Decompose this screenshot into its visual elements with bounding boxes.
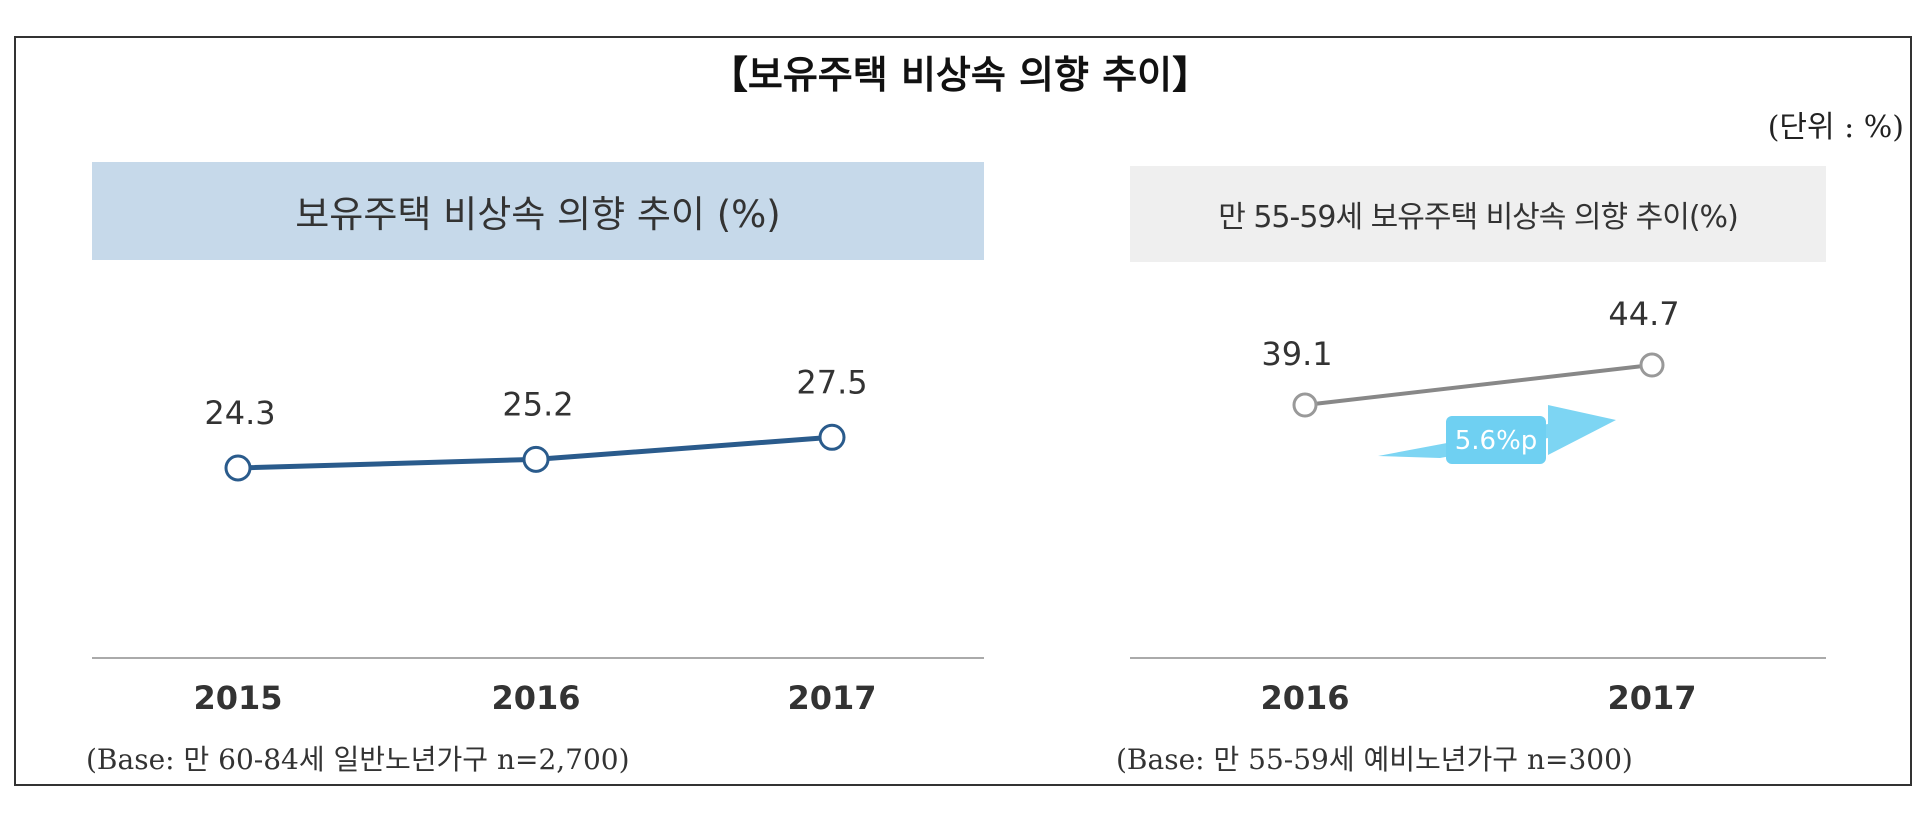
figure-title: 【보유주택 비상속 의향 추이】 <box>709 52 1211 97</box>
left-x-tick-label: 2016 <box>491 679 580 717</box>
growth-arrow-icon <box>1378 405 1616 458</box>
annotation-label: 5.6%p <box>1455 426 1538 456</box>
right-series-line <box>1304 363 1653 407</box>
right-data-label: 44.7 <box>1608 295 1679 333</box>
left-data-label: 24.3 <box>204 394 275 432</box>
unit-label: (단위 : %) <box>1767 110 1904 145</box>
left-data-label: 25.2 <box>502 385 573 423</box>
annotation-badge <box>1446 416 1546 464</box>
right-data-point <box>1639 352 1665 378</box>
right-x-tick-label: 2017 <box>1607 679 1696 717</box>
left-chart-footnote: (Base: 만 60-84세 일반노년가구 n=2,700) <box>86 743 630 776</box>
right-data-label: 39.1 <box>1261 335 1332 373</box>
left-x-tick-label: 2015 <box>193 679 282 717</box>
left-x-tick-label: 2017 <box>787 679 876 717</box>
left-data-point <box>522 445 550 473</box>
right-chart-title: 만 55-59세 보유주택 비상속 의향 추이(%) <box>1130 166 1826 262</box>
left-data-point <box>224 454 252 482</box>
left-chart-title: 보유주택 비상속 의향 추이 (%) <box>92 162 984 260</box>
figure-frame <box>14 36 1912 786</box>
right-x-tick-label: 2016 <box>1260 679 1349 717</box>
right-chart-footnote: (Base: 만 55-59세 예비노년가구 n=300) <box>1116 743 1633 776</box>
right-data-point <box>1292 392 1318 418</box>
left-data-point <box>818 423 846 451</box>
left-data-label: 27.5 <box>796 363 867 401</box>
